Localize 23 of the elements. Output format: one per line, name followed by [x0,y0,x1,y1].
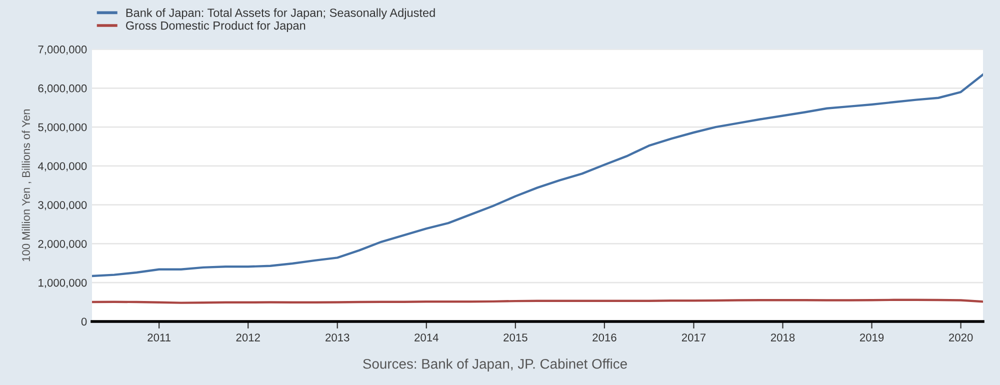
x-tick-label: 2019 [860,334,884,342]
line-series [92,73,983,278]
y-axis-title: 100 Million Yen , Billions of Yen [22,109,32,262]
y-tick-label: 3,000,000 [38,201,87,210]
legend-label: Bank of Japan: Total Assets for Japan; Seasonally Adjusted [126,8,435,20]
x-tick-label: 2020 [949,334,973,342]
y-tick-label: 6,000,000 [38,84,87,94]
x-tick-label: 2016 [592,334,616,342]
x-tick-label: 2014 [414,334,438,342]
y-tick-label: 0 [81,318,87,326]
y-tick-label: 4,000,000 [38,162,87,172]
legend-label: Gross Domestic Product for Japan [126,21,306,32]
x-tick-label: 2011 [148,334,170,342]
x-tick-label: 2013 [326,334,350,342]
y-tick-label: 1,000,000 [38,278,87,288]
x-tick-label: 2012 [236,334,260,342]
x-tick-label: 2018 [770,334,795,342]
y-tick-label: 7,000,000 [38,46,87,55]
x-tick-label: 2017 [682,334,706,342]
source-note: Sources: Bank of Japan, JP. Cabinet Office [363,358,627,372]
y-tick-label: 5,000,000 [38,123,87,132]
y-tick-label: 2,000,000 [38,240,87,250]
x-tick-label: 2015 [504,334,528,342]
